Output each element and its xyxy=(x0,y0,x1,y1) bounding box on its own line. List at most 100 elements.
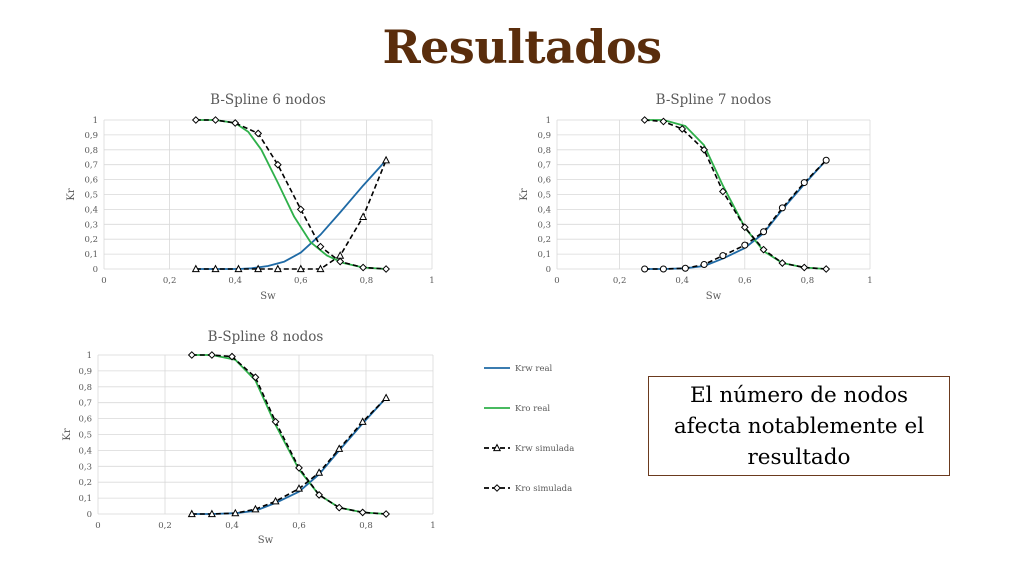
legend-label: Krw simulada xyxy=(515,444,574,454)
x-axis-label: Sw xyxy=(706,291,722,302)
data-point-marker xyxy=(740,223,749,232)
y-tick-label: 0,8 xyxy=(537,146,551,156)
legend-label: Krw real xyxy=(515,364,553,374)
data-point-marker xyxy=(254,129,263,138)
data-point-marker xyxy=(316,264,325,273)
data-point-marker xyxy=(254,264,263,273)
y-tick-label: 0,1 xyxy=(78,494,92,504)
data-point-marker xyxy=(741,241,749,249)
x-tick-label: 0,8 xyxy=(801,276,815,286)
series-line-krw-real xyxy=(644,159,827,270)
x-tick-label: 0,2 xyxy=(163,276,177,286)
data-point-marker xyxy=(359,212,368,220)
data-point-marker xyxy=(760,228,768,236)
data-point-marker xyxy=(640,116,649,124)
x-tick-label: 0,8 xyxy=(359,521,373,531)
y-axis-label: Kr xyxy=(519,188,530,200)
y-tick-label: 0,3 xyxy=(78,462,92,472)
data-point-marker xyxy=(231,119,240,127)
data-point-marker xyxy=(718,187,727,196)
data-point-marker xyxy=(659,117,668,126)
data-point-marker xyxy=(251,373,260,382)
series-line-krw-simulada xyxy=(191,397,387,515)
data-point-marker xyxy=(382,155,391,164)
chart-title: B-Spline 8 nodos xyxy=(208,329,324,345)
y-axis-label: Kr xyxy=(66,188,77,200)
slide-title: Resultados xyxy=(382,20,662,74)
data-point-marker xyxy=(315,491,324,499)
data-point-marker xyxy=(681,264,689,272)
data-point-marker xyxy=(211,264,220,273)
data-point-marker xyxy=(251,504,260,513)
data-point-marker xyxy=(228,352,236,361)
data-point-marker xyxy=(359,263,368,272)
chart-title: B-Spline 6 nodos xyxy=(210,92,326,108)
data-point-marker xyxy=(358,508,367,517)
data-point-marker xyxy=(191,116,200,124)
x-tick-label: 0,2 xyxy=(158,521,172,531)
data-point-marker xyxy=(191,264,200,273)
chart-legend: Krw real Kro real Krw simulada Kro simulada xyxy=(484,364,574,494)
data-point-marker xyxy=(778,204,786,212)
y-tick-label: 0,6 xyxy=(537,176,551,186)
y-tick-label: 1 xyxy=(546,116,551,126)
data-point-marker xyxy=(382,510,391,518)
data-point-marker xyxy=(207,509,216,518)
y-tick-label: 0 xyxy=(87,510,92,520)
data-point-marker xyxy=(800,179,808,187)
data-point-marker xyxy=(296,264,305,273)
data-point-marker xyxy=(296,205,305,214)
data-point-marker xyxy=(211,116,220,124)
y-tick-label: 0,7 xyxy=(78,399,92,409)
series-line-krw-simulada xyxy=(644,159,827,270)
x-axis-label: Sw xyxy=(258,535,274,546)
y-tick-label: 1 xyxy=(93,116,98,126)
y-tick-label: 0,2 xyxy=(84,235,98,245)
legend-marker xyxy=(492,443,502,452)
data-point-marker xyxy=(336,251,345,259)
data-point-marker xyxy=(316,242,325,251)
y-tick-label: 0,8 xyxy=(78,383,92,393)
data-point-marker xyxy=(382,393,391,402)
y-tick-label: 0,8 xyxy=(84,146,98,156)
y-tick-label: 0,9 xyxy=(78,367,92,377)
x-tick-label: 0,6 xyxy=(292,521,306,531)
y-tick-label: 0,4 xyxy=(84,205,98,215)
data-point-marker xyxy=(641,265,649,273)
y-tick-label: 0 xyxy=(546,265,551,275)
x-tick-label: 0,6 xyxy=(738,276,752,286)
data-point-marker xyxy=(382,265,390,273)
series-line-kro-simulada xyxy=(644,119,827,270)
y-tick-label: 0,6 xyxy=(84,176,98,186)
data-point-marker xyxy=(231,508,240,517)
y-tick-label: 0,2 xyxy=(537,235,551,245)
data-point-marker xyxy=(187,351,196,359)
data-point-marker xyxy=(294,484,304,492)
legend-label: Kro simulada xyxy=(515,484,572,494)
y-tick-label: 0,4 xyxy=(78,446,92,456)
data-point-marker xyxy=(659,265,667,273)
y-tick-label: 0,1 xyxy=(537,250,551,260)
y-tick-label: 0,7 xyxy=(537,161,551,171)
y-tick-label: 0,5 xyxy=(84,191,98,201)
chart-bspline-7: B-Spline 7 nodos 0 0,1 0,2 0,3 0,4 0,5 0,6 0,7 0,… xyxy=(519,92,873,302)
data-point-marker xyxy=(234,264,243,273)
data-point-marker xyxy=(336,257,345,266)
chart-bspline-6: B-Spline 6 nodos 0 0,1 0,2 0,3 0,4 0,5 0,6 0,7 0,… xyxy=(66,92,435,302)
y-tick-label: 0,2 xyxy=(78,478,92,488)
x-tick-label: 0 xyxy=(101,276,106,286)
y-tick-label: 0,3 xyxy=(537,220,551,230)
data-point-marker xyxy=(778,259,787,267)
y-tick-label: 0,9 xyxy=(537,131,551,141)
series-line-krw-real xyxy=(191,397,387,515)
x-tick-label: 1 xyxy=(867,276,872,286)
data-point-marker xyxy=(822,156,830,164)
x-tick-label: 1 xyxy=(429,276,434,286)
data-point-marker xyxy=(295,463,303,472)
chart-bspline-8: B-Spline 8 nodos 0 0,1 0,2 0,3 0,4 0,5 0,6 0,7 0,… xyxy=(62,329,436,546)
data-point-marker xyxy=(335,444,344,452)
data-point-marker xyxy=(358,417,367,425)
x-tick-label: 0 xyxy=(95,521,100,531)
x-tick-label: 0,2 xyxy=(613,276,627,286)
x-axis-label: Sw xyxy=(260,291,276,302)
